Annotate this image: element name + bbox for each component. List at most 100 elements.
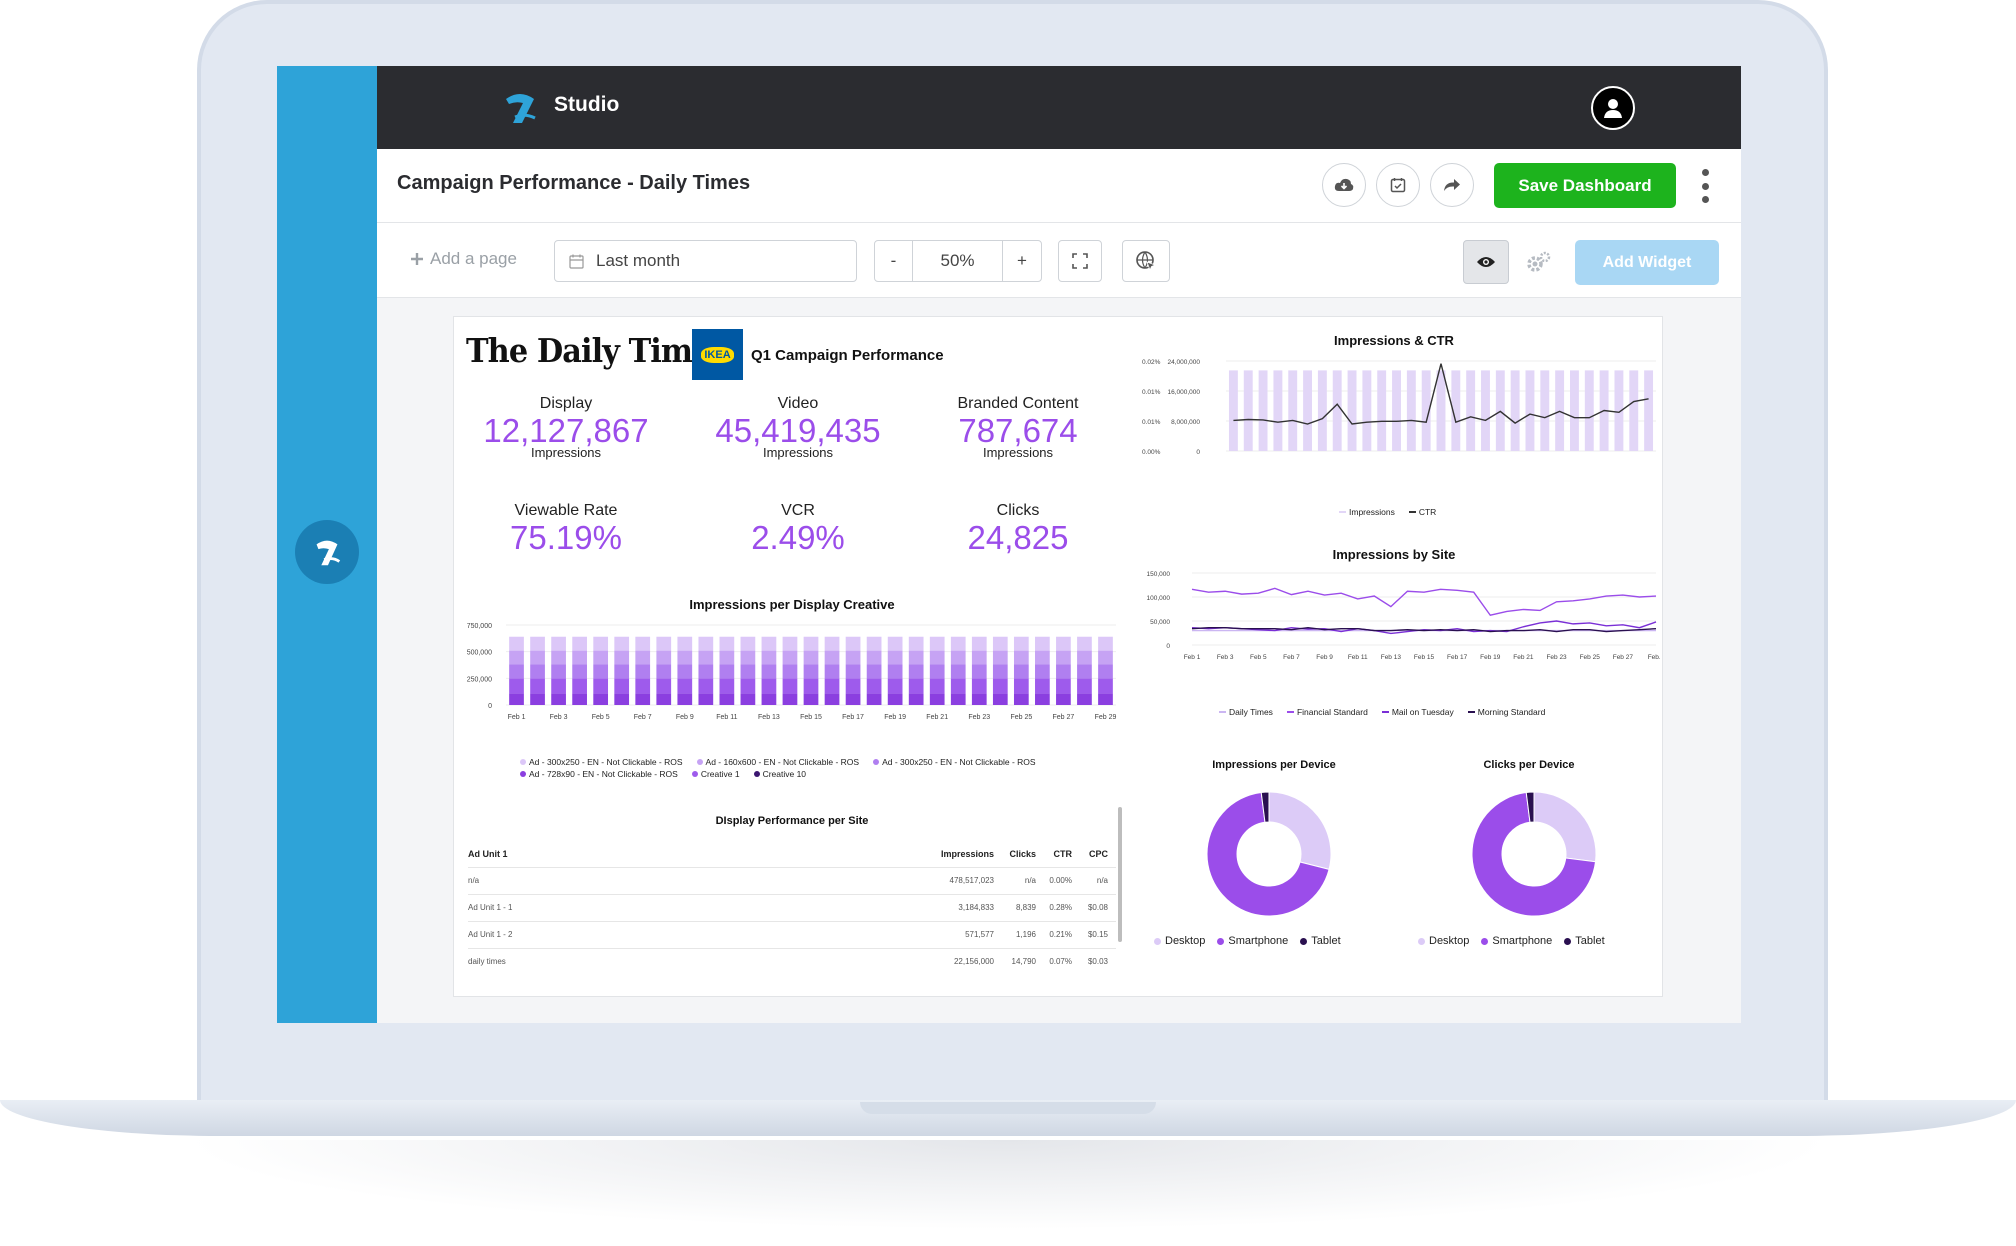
bar-segment [908, 678, 924, 694]
bar-segment [614, 650, 630, 665]
bar-segment [1077, 650, 1092, 665]
save-dashboard-button[interactable]: Save Dashboard [1494, 163, 1676, 208]
impressions-per-device-donut [1206, 791, 1332, 917]
x-tick-label: Feb 11 [1348, 654, 1368, 661]
impressions-bar [1288, 370, 1298, 451]
bar-segment [1013, 664, 1029, 679]
cloud-download-icon[interactable] [1322, 163, 1366, 207]
add-page-button[interactable]: Add a page [410, 249, 517, 269]
user-icon[interactable] [1591, 86, 1635, 130]
legend-item[interactable]: Morning Standard [1467, 707, 1545, 717]
kpi-label: Video [777, 395, 819, 412]
legend-item[interactable]: Daily Times [1219, 707, 1273, 717]
legend-label: Financial Standard [1296, 707, 1368, 717]
legend-item[interactable]: Smartphone [1481, 935, 1552, 947]
bar-segment [635, 693, 651, 705]
impressions-bar [1481, 370, 1490, 451]
bar-segment [593, 678, 609, 694]
legend-item[interactable]: Ad - 300x250 - EN - Not Clickable - ROS [520, 757, 683, 767]
legend-item[interactable]: Financial Standard [1286, 707, 1368, 717]
bar-segment [635, 678, 651, 694]
legend-item[interactable]: Desktop [1418, 935, 1469, 947]
bar-segment [572, 678, 587, 694]
table-scrollbar[interactable] [1118, 807, 1122, 942]
performance-table: Ad Unit 1 Impressions Clicks CTR CPC n/a… [468, 841, 1116, 975]
eye-icon[interactable] [1463, 240, 1509, 284]
legend-label: Daily Times [1229, 707, 1273, 717]
legend-swatch [1418, 937, 1425, 945]
kpi-sub: Impressions [530, 445, 602, 460]
kpi-clicks: Clicks 24,825 [918, 502, 1118, 556]
bar-segment [593, 693, 609, 705]
table-cell: 0.00% [1044, 866, 1080, 894]
bar-segment [635, 650, 651, 665]
side-rail [277, 66, 377, 1023]
table-cell: daily times [468, 947, 922, 975]
column-header[interactable]: Impressions [940, 848, 994, 859]
column-header[interactable]: Ad Unit 1 [468, 848, 508, 859]
calendar-check-icon[interactable] [1376, 163, 1420, 207]
bar-segment [719, 664, 735, 679]
bar-segment [866, 664, 882, 679]
globe-cursor-icon[interactable] [1122, 240, 1170, 282]
legend-item[interactable]: Smartphone [1217, 935, 1288, 947]
legend-item[interactable]: Mail on Tuesday [1381, 707, 1454, 717]
bar-segment [1013, 636, 1029, 651]
legend-item[interactable]: Ad - 300x250 - EN - Not Clickable - ROS [873, 757, 1036, 767]
creative-bar-chart: 750,000 500,000 250,000 0 Feb 1 Feb 3 Feb 5 Feb… [467, 623, 1117, 721]
legend-item[interactable]: Tablet [1564, 935, 1605, 947]
column-header[interactable]: Clicks [1009, 848, 1036, 859]
impressions-bar [1362, 370, 1372, 451]
zoom-in-button[interactable]: + [1017, 251, 1027, 270]
bar-segment [509, 650, 524, 665]
y-tick-label: 150,000 [1147, 571, 1171, 578]
chart-title-impressions-per-device: Impressions per Device [1212, 759, 1336, 771]
bar-segment [656, 664, 672, 679]
legend-item[interactable]: Ad - 160x600 - EN - Not Clickable - ROS [696, 757, 860, 767]
legend-item[interactable]: Desktop [1154, 935, 1205, 947]
legend-item[interactable]: Creative 1 [691, 769, 740, 779]
bar-segment [929, 664, 945, 679]
kpi-value: 45,419,435 [715, 412, 881, 449]
clicks-per-device-legend: Desktop Smartphone Tablet [1418, 935, 1605, 947]
add-widget-button[interactable]: Add Widget [1575, 240, 1719, 285]
legend-item[interactable]: Creative 10 [753, 769, 806, 779]
kebab-menu-icon[interactable] [1699, 169, 1711, 203]
bar-segment [698, 678, 714, 694]
date-range-select[interactable]: Last month [554, 240, 857, 282]
x-tick-label: Feb 3 [550, 714, 568, 721]
zoom-out-button[interactable]: - [875, 241, 913, 281]
y2-tick-label: 0.02% [1142, 359, 1161, 366]
x-tick-label: Feb 7 [1283, 654, 1300, 661]
kpi-video: Video 45,419,435 Impressions [698, 395, 898, 460]
rail-logo-icon[interactable] [295, 520, 359, 584]
studio-logo-icon[interactable] [500, 87, 540, 127]
bar-segment [551, 650, 566, 665]
legend-item[interactable]: Tablet [1300, 935, 1341, 947]
bar-segment [530, 693, 545, 705]
table-cell: $0.15 [1080, 920, 1116, 948]
bar-segment [1056, 650, 1071, 665]
legend-item[interactable]: CTR [1408, 507, 1436, 517]
fullscreen-icon[interactable] [1058, 240, 1102, 282]
legend-label: Tablet [1311, 935, 1341, 947]
gears-icon[interactable] [1524, 247, 1554, 277]
chart-title-impressions-by-site: Impressions by Site [1332, 547, 1456, 562]
column-header[interactable]: CTR [1053, 848, 1073, 859]
creative-legend: Ad - 300x250 - EN - Not Clickable - ROS A… [520, 757, 1100, 779]
share-icon[interactable] [1430, 163, 1474, 207]
bar-segment [845, 664, 861, 679]
legend-item[interactable]: Ad - 728x90 - EN - Not Clickable - ROS [520, 769, 678, 779]
legend-item[interactable]: Impressions [1339, 507, 1395, 517]
legend-label: Desktop [1429, 935, 1470, 947]
table-cell: $0.08 [1080, 893, 1116, 921]
legend-label: Ad - 160x600 - EN - Not Clickable - ROS [705, 757, 860, 767]
bar-segment [866, 636, 882, 651]
impressions-bar [1525, 370, 1535, 451]
y-tick-label: 750,000 [467, 623, 492, 630]
bar-segment [782, 693, 798, 705]
table-cell: 571,577 [922, 920, 1002, 948]
column-header[interactable]: CPC [1088, 848, 1108, 859]
impressions-bar [1392, 370, 1401, 451]
kpi-sub: Impressions [982, 445, 1054, 460]
